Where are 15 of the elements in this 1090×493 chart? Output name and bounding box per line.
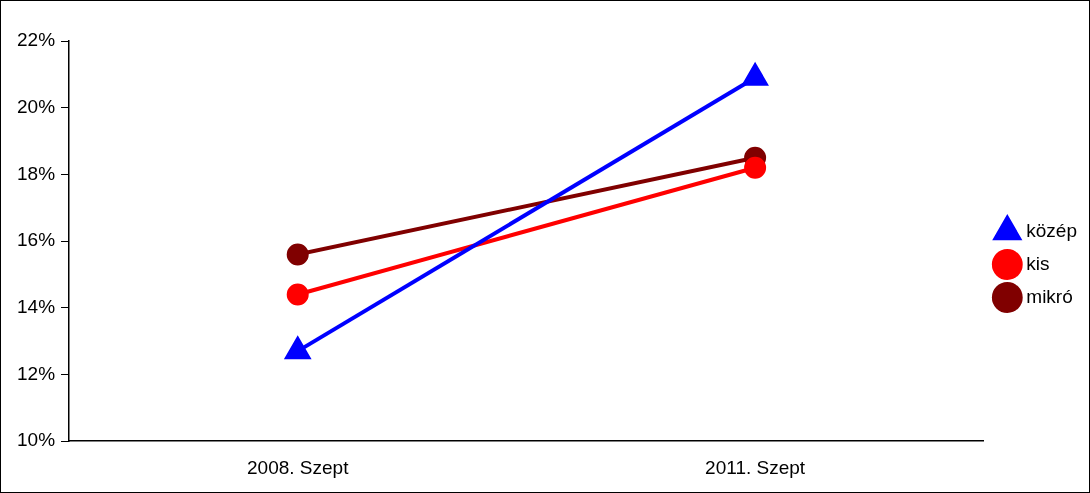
y-tick-label: 10% [17,429,56,451]
x-tick-label: 2011. Szept [705,456,806,478]
point [286,243,309,266]
y-tick-label: 22% [17,29,56,51]
y-tick-label: 20% [17,95,56,117]
legend-label: közép [1026,219,1077,241]
y-tick-label: 12% [17,362,56,384]
legend-label: mikró [1026,285,1073,307]
point [286,283,309,306]
y-tick-label: 14% [17,296,56,318]
point [744,156,767,179]
y-tick-label: 18% [17,162,56,184]
x-tick-label: 2008. Szept [247,456,350,478]
legend-label: kis [1026,252,1050,274]
y-tick-label: 16% [17,229,56,251]
